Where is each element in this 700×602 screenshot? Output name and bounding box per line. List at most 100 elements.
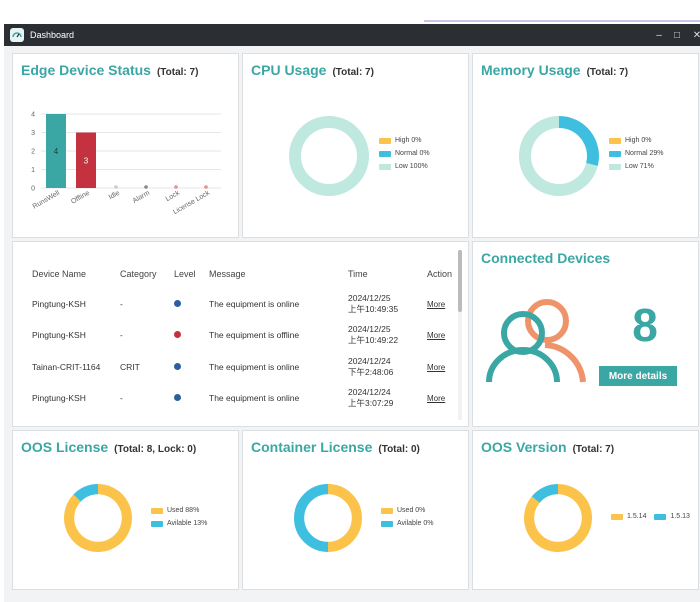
bar-value-label: 4	[54, 147, 59, 156]
legend-label: 1.5.13	[670, 513, 690, 520]
legend-item[interactable]: Low 71%	[609, 160, 664, 173]
bar-alarm[interactable]	[144, 185, 148, 189]
legend-swatch	[151, 507, 163, 514]
bar-idle[interactable]	[114, 185, 118, 189]
action-cell: More	[426, 288, 466, 320]
x-category-label: Lock	[165, 189, 182, 203]
legend-label: Used 0%	[397, 507, 426, 514]
x-category-label: RunsWell	[32, 189, 62, 210]
legend-item[interactable]: Low 100%	[379, 160, 430, 173]
legend-swatch	[379, 163, 391, 170]
header-message: Message	[209, 269, 246, 279]
donut-slice[interactable]	[294, 484, 329, 552]
time-clock: 上午3:07:29	[348, 398, 394, 409]
oos-version-donut	[524, 484, 592, 552]
donut-slice[interactable]	[531, 484, 559, 504]
legend-swatch	[609, 137, 621, 144]
legend-item[interactable]: Avilable 13%	[151, 517, 207, 530]
table-header-row: Device Name Category Level Message Time …	[31, 260, 466, 288]
level-cell	[173, 383, 208, 415]
legend-item[interactable]: Avilable 0%	[381, 517, 433, 530]
users-icon	[486, 299, 586, 383]
message-cell: The equipment is online	[209, 298, 300, 309]
connected-devices-card: Connected Devices 8 More details	[472, 241, 699, 427]
top-strip	[0, 0, 700, 22]
cpu-usage-donut	[289, 116, 369, 196]
donut-slice[interactable]	[64, 484, 132, 552]
legend-label: Normal 29%	[625, 150, 664, 157]
cpu-usage-card: CPU Usage (Total: 7) High 0% Normal 0% Low …	[242, 53, 469, 238]
legend-item[interactable]: 1.5.13	[654, 510, 690, 523]
x-category-label: Alarm	[132, 190, 151, 205]
container-license-donut	[294, 484, 362, 552]
category-cell: -	[120, 298, 123, 309]
donut-slice[interactable]	[327, 484, 362, 552]
container-license-card: Container License (Total: 0) Used 0% Avila…	[242, 430, 469, 590]
legend-swatch	[381, 507, 393, 514]
legend-item[interactable]: Used 88%	[151, 504, 207, 517]
bar-lock[interactable]	[174, 185, 178, 189]
message-cell: The equipment is online	[209, 393, 300, 404]
oos-version-card: OOS Version (Total: 7) 1.5.14 1.5.13	[472, 430, 699, 590]
y-tick-label: 3	[31, 130, 35, 137]
category-cell: CRIT	[120, 361, 140, 372]
dashboard-content: Edge Device Status (Total: 7) 0 1 2 3 4 4 RunsW…	[4, 46, 700, 602]
more-link[interactable]: More	[427, 362, 446, 372]
table-scrollbar-thumb[interactable]	[458, 250, 462, 312]
connected-devices-title: Connected Devices	[481, 250, 611, 266]
legend-swatch	[611, 513, 623, 520]
legend-item[interactable]: Used 0%	[381, 504, 433, 517]
legend-swatch	[654, 513, 667, 520]
device-events-table: Device Name Category Level Message Time …	[31, 260, 466, 414]
time-clock: 上午10:49:35	[348, 303, 399, 314]
donut-slice[interactable]	[289, 116, 369, 196]
bar-offline[interactable]	[76, 132, 96, 189]
legend-item[interactable]: 1.5.14	[611, 510, 646, 523]
legend-label: Low 100%	[395, 163, 428, 170]
legend-item[interactable]: Normal 0%	[379, 147, 430, 160]
legend-item[interactable]: High 0%	[609, 134, 664, 147]
legend-label: Used 88%	[167, 507, 200, 514]
legend-label: Low 71%	[625, 163, 654, 170]
more-link[interactable]: More	[427, 299, 446, 309]
bar-license-lock[interactable]	[204, 185, 208, 189]
header-time: Time	[348, 269, 368, 279]
more-details-button[interactable]: More details	[599, 366, 677, 386]
memory-usage-card: Memory Usage (Total: 7) High 0% Normal 29%…	[472, 53, 699, 238]
donut-slice[interactable]	[558, 116, 599, 166]
cpu-usage-title: CPU Usage (Total: 7)	[251, 62, 374, 78]
header-action: Action	[427, 269, 453, 279]
minimize-button[interactable]: –	[656, 29, 662, 41]
time-date: 2024/12/24	[348, 355, 391, 366]
y-tick-label: 4	[31, 112, 35, 119]
device-events-card: Device Name Category Level Message Time …	[12, 241, 469, 427]
legend-item[interactable]: High 0%	[379, 134, 430, 147]
donut-slice[interactable]	[524, 484, 592, 552]
level-online-indicator	[174, 299, 181, 307]
y-tick-label: 1	[31, 167, 35, 174]
action-cell: More	[426, 351, 466, 383]
donut-slice[interactable]	[519, 116, 598, 196]
message-cell: The equipment is online	[209, 361, 300, 372]
legend-swatch	[151, 520, 163, 527]
time-cell: 2024/12/24 下午2:48:06	[347, 351, 426, 383]
legend-item[interactable]: Normal 29%	[609, 147, 664, 160]
device-name-cell: Pingtung-KSH	[32, 298, 86, 309]
y-tick-label: 0	[31, 186, 35, 193]
bar-runswell[interactable]	[46, 114, 66, 188]
more-link[interactable]: More	[427, 331, 446, 341]
container-license-legend: Used 0% Avilable 0%	[381, 504, 433, 530]
donut-slice[interactable]	[73, 484, 99, 502]
oos-license-donut	[64, 484, 132, 552]
close-button[interactable]: ✕	[692, 29, 700, 41]
table-scrollbar-track[interactable]	[458, 250, 462, 420]
legend-swatch	[379, 150, 391, 157]
container-license-title: Container License (Total: 0)	[251, 439, 420, 455]
table-row: Pingtung-KSH - The equipment is online 2024…	[31, 288, 466, 320]
more-link[interactable]: More	[427, 394, 446, 404]
memory-usage-legend: High 0% Normal 29% Low 71%	[609, 134, 664, 173]
memory-usage-donut	[519, 116, 599, 196]
maximize-button[interactable]: □	[673, 29, 681, 41]
action-cell: More	[426, 383, 466, 415]
table-row: Tainan-CRIT-1164 CRIT The equipment is onl…	[31, 351, 466, 383]
